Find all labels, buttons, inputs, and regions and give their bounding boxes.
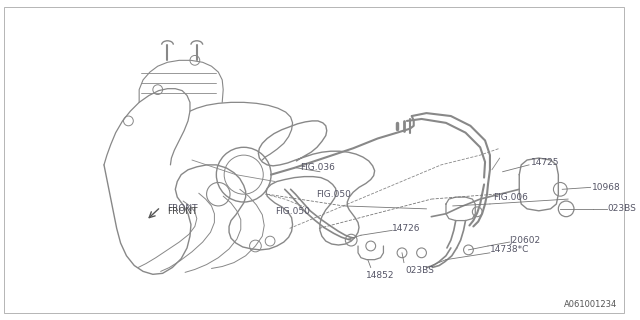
Text: 10968: 10968	[591, 183, 620, 192]
Text: 14725: 14725	[531, 158, 559, 167]
Text: FIG.050: FIG.050	[316, 190, 351, 199]
Text: FIG.006: FIG.006	[493, 193, 528, 202]
Text: 14738*C: 14738*C	[490, 245, 529, 254]
Text: FIG.050: FIG.050	[275, 207, 310, 216]
Text: 023BS: 023BS	[405, 266, 434, 275]
Text: 14726: 14726	[392, 224, 420, 233]
Text: 14852: 14852	[366, 271, 394, 280]
Text: A061001234: A061001234	[564, 300, 617, 308]
Text: FIG.036: FIG.036	[300, 163, 335, 172]
Text: J20602: J20602	[509, 236, 541, 244]
Text: 023BS: 023BS	[607, 204, 636, 213]
Text: FRONT: FRONT	[168, 207, 198, 216]
Text: FRONT: FRONT	[168, 204, 198, 213]
